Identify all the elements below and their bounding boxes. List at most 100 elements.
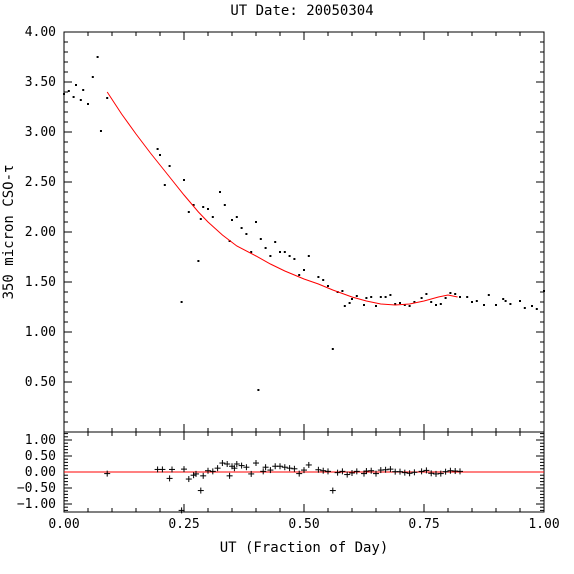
data-point bbox=[543, 290, 545, 292]
residual-point bbox=[397, 468, 403, 475]
residual-y-axis: 1.000.500.00−0.50−1.00 bbox=[17, 433, 544, 512]
residual-point bbox=[233, 461, 240, 467]
data-point bbox=[535, 308, 538, 310]
data-point bbox=[187, 211, 190, 213]
y-tick-label: 2.00 bbox=[25, 225, 56, 240]
residual-point bbox=[325, 468, 331, 475]
data-point bbox=[67, 90, 70, 92]
main-data-points bbox=[63, 56, 545, 391]
y-tick-label: 1.50 bbox=[25, 275, 56, 290]
data-point bbox=[99, 130, 102, 132]
data-point bbox=[502, 298, 505, 300]
residual-point bbox=[214, 465, 221, 472]
data-point bbox=[293, 258, 296, 260]
residual-data-points bbox=[104, 460, 463, 514]
data-point bbox=[264, 247, 267, 249]
data-point bbox=[211, 216, 214, 218]
residual-point bbox=[301, 467, 307, 474]
residual-point bbox=[411, 469, 418, 476]
residual-point bbox=[423, 467, 430, 474]
data-point bbox=[192, 204, 195, 206]
data-point bbox=[231, 219, 233, 221]
residual-point bbox=[281, 464, 288, 471]
data-point bbox=[327, 285, 329, 287]
data-point bbox=[219, 191, 221, 193]
data-point bbox=[199, 218, 202, 220]
residual-point bbox=[457, 468, 463, 475]
data-point bbox=[163, 184, 166, 186]
residual-point bbox=[178, 507, 185, 514]
residual-point bbox=[329, 487, 336, 494]
data-point bbox=[250, 251, 253, 253]
residual-point bbox=[418, 468, 425, 475]
x-tick-label: 0.75 bbox=[408, 517, 439, 532]
residual-point bbox=[373, 470, 379, 477]
residual-point bbox=[305, 461, 312, 468]
data-point bbox=[425, 293, 428, 295]
data-point bbox=[408, 305, 411, 307]
data-point bbox=[487, 294, 490, 296]
data-point bbox=[307, 255, 310, 257]
x-tick-label: 1.00 bbox=[528, 517, 559, 532]
chart-title: UT Date: 20050304 bbox=[230, 3, 373, 19]
residual-point bbox=[401, 469, 408, 476]
data-point bbox=[156, 148, 159, 150]
x-axis-label: UT (Fraction of Day) bbox=[220, 540, 389, 556]
data-point bbox=[298, 274, 301, 276]
data-point bbox=[279, 251, 281, 253]
residual-point bbox=[339, 468, 346, 475]
data-point bbox=[531, 305, 533, 307]
data-point bbox=[331, 348, 334, 350]
residual-point bbox=[253, 460, 259, 467]
residual-point bbox=[248, 470, 255, 477]
residual-point bbox=[260, 468, 267, 475]
residual-point bbox=[185, 476, 192, 483]
residual-point bbox=[320, 467, 327, 474]
residual-y-tick-label: −1.00 bbox=[17, 497, 56, 512]
residual-point bbox=[197, 487, 204, 494]
data-point bbox=[504, 300, 507, 302]
data-point bbox=[82, 89, 85, 91]
data-point bbox=[96, 56, 99, 58]
residual-point bbox=[437, 470, 444, 477]
data-point bbox=[197, 260, 200, 262]
data-point bbox=[420, 297, 423, 299]
residual-point bbox=[277, 463, 283, 470]
data-point bbox=[439, 303, 442, 305]
residual-point bbox=[159, 466, 166, 473]
residual-point bbox=[193, 470, 199, 477]
data-point bbox=[288, 255, 291, 257]
residual-y-tick-label: 0.00 bbox=[25, 465, 56, 480]
data-point bbox=[303, 269, 305, 271]
data-point bbox=[322, 279, 325, 281]
residual-point bbox=[243, 464, 250, 471]
residual-point bbox=[291, 465, 298, 472]
data-point bbox=[365, 297, 368, 299]
data-point bbox=[370, 296, 373, 298]
y-tick-label: 3.00 bbox=[25, 125, 56, 140]
data-point bbox=[483, 304, 485, 306]
y-axis-label: 350 micron CSO-τ bbox=[1, 165, 17, 300]
residual-y-tick-label: 1.00 bbox=[25, 433, 56, 448]
data-point bbox=[449, 292, 452, 294]
residual-y-tick-label: −0.50 bbox=[17, 481, 56, 496]
data-point bbox=[375, 305, 377, 307]
residual-point bbox=[353, 468, 360, 475]
y-tick-label: 2.50 bbox=[25, 175, 56, 190]
data-point bbox=[379, 296, 382, 298]
data-point bbox=[459, 296, 461, 298]
residual-point bbox=[315, 466, 322, 473]
data-point bbox=[87, 103, 89, 105]
data-point bbox=[471, 301, 473, 303]
main-plot-frame bbox=[63, 31, 545, 433]
data-point bbox=[207, 208, 209, 210]
residual-point bbox=[238, 462, 245, 469]
x-tick-label: 0.50 bbox=[288, 517, 319, 532]
data-point bbox=[509, 303, 512, 305]
data-point bbox=[355, 295, 358, 297]
residual-y-tick-label: 0.50 bbox=[25, 449, 56, 464]
data-point bbox=[475, 300, 478, 302]
residual-point bbox=[205, 467, 211, 474]
residual-point bbox=[334, 469, 341, 476]
data-point bbox=[384, 296, 387, 298]
